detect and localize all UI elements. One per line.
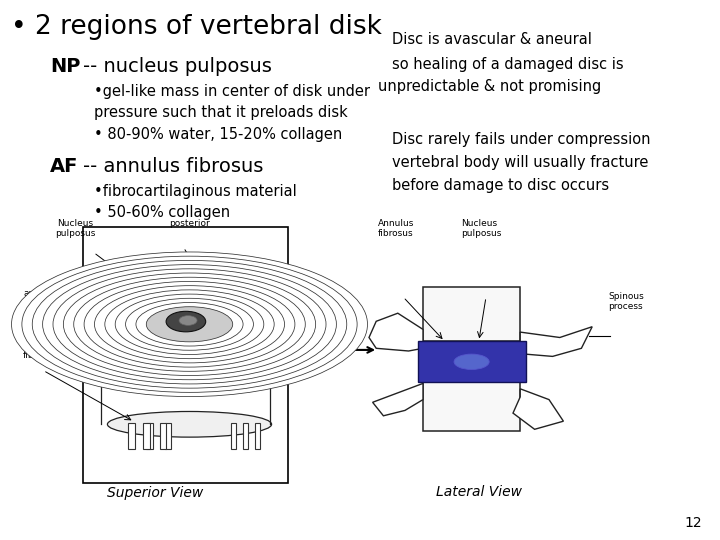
Bar [230, 423, 235, 449]
Text: • 2 regions of vertebral disk: • 2 regions of vertebral disk [11, 14, 382, 39]
Bar [146, 423, 153, 449]
Ellipse shape [63, 273, 315, 375]
Ellipse shape [125, 298, 253, 350]
Polygon shape [521, 327, 593, 356]
Polygon shape [373, 383, 423, 416]
Text: Nucleus
pulposus: Nucleus pulposus [461, 219, 501, 238]
Text: before damage to disc occurs: before damage to disc occurs [392, 178, 610, 193]
Polygon shape [423, 382, 521, 431]
Ellipse shape [73, 277, 305, 372]
Ellipse shape [105, 290, 274, 359]
Text: collagen
fibers: collagen fibers [23, 340, 61, 360]
Ellipse shape [84, 281, 295, 367]
Text: Nucleus
pulposus: Nucleus pulposus [55, 219, 96, 238]
Ellipse shape [94, 286, 284, 363]
Text: NP: NP [50, 57, 81, 76]
Bar [128, 423, 135, 449]
Text: Spinous
process: Spinous process [608, 292, 644, 311]
Ellipse shape [136, 302, 243, 346]
Text: • 80-90% water, 15-20% collagen: • 80-90% water, 15-20% collagen [94, 127, 342, 142]
Text: Disc rarely fails under compression: Disc rarely fails under compression [392, 132, 651, 147]
Ellipse shape [179, 315, 197, 325]
Text: so healing of a damaged disc is: so healing of a damaged disc is [392, 57, 624, 72]
Text: •gel-like mass in center of disk under: •gel-like mass in center of disk under [94, 84, 369, 99]
Ellipse shape [166, 311, 206, 332]
Ellipse shape [107, 411, 271, 437]
Bar [83, 227, 288, 483]
Bar [160, 423, 166, 449]
Bar [418, 341, 526, 382]
Text: vertebral body will usually fracture: vertebral body will usually fracture [392, 155, 649, 170]
Text: annulus
fibrosis: annulus fibrosis [23, 289, 59, 308]
Text: Disc is avascular & aneural: Disc is avascular & aneural [392, 32, 593, 48]
Bar [255, 423, 261, 449]
Text: pressure such that it preloads disk: pressure such that it preloads disk [94, 105, 347, 120]
Polygon shape [369, 313, 423, 351]
Polygon shape [423, 287, 521, 341]
Text: Superior View: Superior View [107, 485, 203, 500]
Bar [243, 423, 248, 449]
Polygon shape [513, 389, 563, 429]
Text: AF: AF [50, 157, 78, 176]
Ellipse shape [53, 269, 326, 380]
Ellipse shape [454, 354, 489, 369]
Text: -- annulus fibrosus: -- annulus fibrosus [83, 157, 264, 176]
Ellipse shape [42, 265, 336, 384]
Text: 12: 12 [685, 516, 702, 530]
Text: •fibrocartilaginous material: •fibrocartilaginous material [94, 184, 297, 199]
Bar [165, 423, 171, 449]
Text: Annulus
fibrosus: Annulus fibrosus [378, 219, 415, 238]
Text: Lateral View: Lateral View [436, 485, 522, 500]
Bar [143, 423, 150, 449]
Text: -- nucleus pulposus: -- nucleus pulposus [83, 57, 271, 76]
Ellipse shape [32, 260, 347, 388]
Text: • 50-60% collagen: • 50-60% collagen [94, 205, 230, 220]
Ellipse shape [115, 294, 264, 354]
Ellipse shape [146, 307, 233, 342]
Ellipse shape [22, 256, 357, 393]
Text: posterior: posterior [169, 219, 210, 228]
Text: unpredictable & not promising: unpredictable & not promising [378, 79, 601, 94]
Ellipse shape [12, 252, 367, 396]
